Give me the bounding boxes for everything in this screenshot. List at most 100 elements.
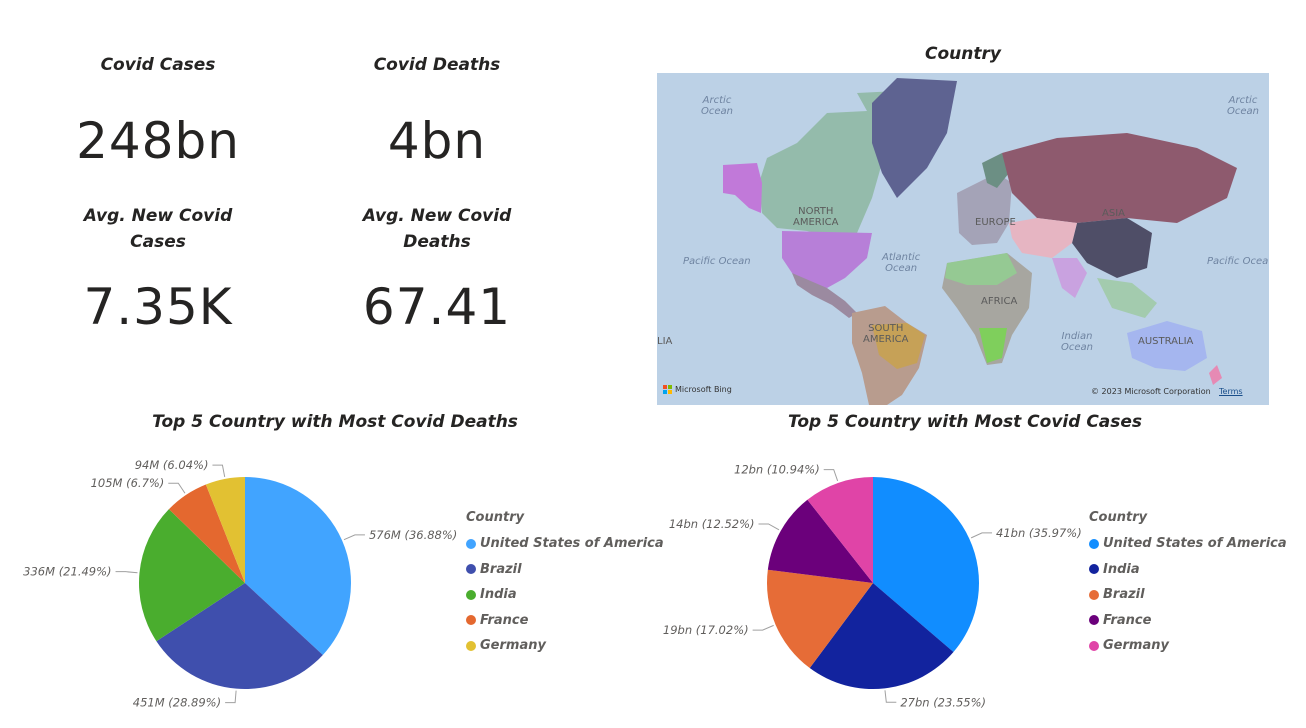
cases-slice-2[interactable] (767, 569, 873, 669)
cases-leader-4 (823, 469, 839, 482)
atlantic-line2: Ocean (885, 263, 918, 274)
map-region-new-zealand[interactable] (1209, 365, 1222, 385)
map-region-southeast-asia[interactable] (1097, 278, 1157, 318)
cases-legend-marker-1 (1089, 564, 1099, 575)
country-map[interactable]: Arctic Ocean Arctic Ocean Pacific Ocean … (657, 73, 1269, 405)
deaths-slice-1[interactable] (156, 583, 323, 689)
avg-new-deaths-title-line1: Avg. New Covid (362, 206, 512, 226)
south-america-line2: AMERICA (863, 334, 909, 345)
cases-legend-items: United States of America India Brazil Franc… (1089, 531, 1287, 659)
map-title: Country (925, 44, 1001, 64)
map-region-middle-east[interactable] (1009, 218, 1077, 258)
edge-label: LIA (657, 336, 673, 347)
north-america-line1: NORTH (798, 206, 834, 217)
deaths-slice-2[interactable] (139, 509, 245, 642)
deaths-legend-item-0[interactable]: United States of America (466, 531, 664, 557)
avg-new-cases-title-line2: Cases (130, 232, 186, 252)
map-region-africa-south[interactable] (979, 328, 1007, 363)
map-region-europe[interactable] (957, 173, 1012, 245)
cases-legend-item-1[interactable]: India (1089, 557, 1287, 583)
north-america-label: NORTH AMERICA (793, 206, 839, 228)
deaths-legend-item-4[interactable]: Germany (466, 633, 664, 659)
map-region-usa[interactable] (782, 231, 872, 288)
map-region-china[interactable] (1072, 218, 1152, 278)
deaths-legend-item-1[interactable]: Brazil (466, 557, 664, 583)
deaths-legend-label-3: France (480, 612, 529, 628)
covid-cases-title: Covid Cases (100, 55, 216, 75)
australia-label: AUSTRALIA (1138, 336, 1194, 347)
africa-label: AFRICA (981, 296, 1018, 307)
cases-legend-marker-2 (1089, 589, 1099, 600)
cases-data-label-4: 12bn (10.94%) (734, 463, 820, 477)
avg-new-cases-title-line1: Avg. New Covid (83, 206, 233, 226)
deaths-legend-label-4: Germany (480, 638, 546, 654)
deaths-slice-0[interactable] (245, 477, 351, 655)
cases-leader-3 (758, 523, 780, 531)
cases-slice-3[interactable] (767, 499, 873, 583)
cases-pie-chart[interactable]: 41bn (35.97%) 27bn (23.55%) 19bn (17.02%) 1… (630, 440, 1090, 728)
arctic-left-line2: Ocean (701, 106, 733, 117)
cases-slice-1[interactable] (809, 583, 954, 689)
south-america-line1: SOUTH (868, 323, 904, 334)
cases-slice-4[interactable] (807, 477, 873, 583)
atlantic-line1: Atlantic (882, 252, 921, 263)
map-terms-link[interactable]: Terms (1219, 387, 1243, 396)
map-canvas[interactable] (657, 73, 1269, 405)
deaths-slice-3[interactable] (168, 484, 245, 583)
cases-slice-0[interactable] (873, 477, 980, 653)
cases-legend-marker-4 (1089, 640, 1099, 651)
deaths-pie-title: Top 5 Country with Most Covid Deaths (152, 412, 518, 432)
asia-label: ASIA (1102, 208, 1125, 219)
map-region-greenland[interactable] (872, 78, 957, 198)
deaths-legend-marker-2 (466, 589, 476, 600)
deaths-legend-label-1: Brazil (480, 561, 522, 577)
arctic-ocean-label-left: Arctic Ocean (701, 95, 733, 117)
arctic-left-line1: Arctic (702, 95, 732, 106)
deaths-legend-items: United States of America Brazil India Franc… (466, 531, 664, 659)
map-region-alaska[interactable] (723, 163, 762, 213)
map-region-australia[interactable] (1127, 321, 1207, 371)
cases-data-label-0: 41bn (35.97%) (996, 526, 1082, 540)
deaths-legend-item-2[interactable]: India (466, 582, 664, 608)
cases-leader-0 (970, 532, 993, 539)
deaths-legend-marker-1 (466, 564, 476, 575)
map-region-africa-north[interactable] (945, 253, 1017, 285)
cases-legend-item-2[interactable]: Brazil (1089, 582, 1287, 608)
deaths-slice-4[interactable] (205, 477, 245, 583)
deaths-leader-1 (225, 690, 237, 704)
cases-legend-label-0: United States of America (1103, 536, 1287, 552)
deaths-legend-marker-4 (466, 640, 476, 651)
deaths-legend-item-3[interactable]: France (466, 608, 664, 634)
deaths-legend-marker-3 (466, 615, 476, 626)
cases-legend-item-0[interactable]: United States of America (1089, 531, 1287, 557)
pacific-ocean-label-right: Pacific Ocea (1207, 256, 1269, 267)
map-region-russia[interactable] (1002, 133, 1237, 223)
avg-new-deaths-value: 67.41 (362, 278, 512, 336)
deaths-legend-label-0: United States of America (480, 536, 664, 552)
cases-legend-label-2: Brazil (1103, 587, 1145, 603)
deaths-legend-marker-0 (466, 538, 476, 549)
cases-legend-item-4[interactable]: Germany (1089, 633, 1287, 659)
cases-legend-marker-3 (1089, 615, 1099, 626)
indian-line1: Indian (1061, 331, 1093, 342)
cases-leader-2 (752, 624, 774, 631)
deaths-data-label-4: 94M (6.04%) (135, 458, 209, 472)
atlantic-ocean-label: Atlantic Ocean (882, 252, 920, 274)
cases-legend-item-3[interactable]: France (1089, 608, 1287, 634)
deaths-leader-3 (168, 482, 186, 494)
map-region-mexico[interactable] (792, 273, 857, 318)
cases-legend-title: Country (1089, 510, 1148, 525)
map-region-india[interactable] (1052, 258, 1087, 298)
deaths-legend-title: Country (466, 510, 525, 525)
cases-legend-label-3: France (1103, 612, 1152, 628)
map-region-brazil[interactable] (872, 323, 925, 369)
cases-legend-label-1: India (1103, 561, 1140, 577)
map-region-scandinavia[interactable] (982, 153, 1009, 188)
indian-ocean-label: Indian Ocean (1061, 331, 1093, 353)
cases-legend-marker-0 (1089, 538, 1099, 549)
cases-data-label-2: 19bn (17.02%) (663, 623, 749, 637)
map-region-canada[interactable] (759, 91, 907, 238)
bing-brand: Microsoft Bing (663, 385, 732, 394)
cases-data-label-1: 27bn (23.55%) (900, 695, 986, 709)
deaths-pie-chart[interactable]: 576M (36.88%) 451M (28.89%) 336M (21.49%) 1… (0, 440, 460, 728)
